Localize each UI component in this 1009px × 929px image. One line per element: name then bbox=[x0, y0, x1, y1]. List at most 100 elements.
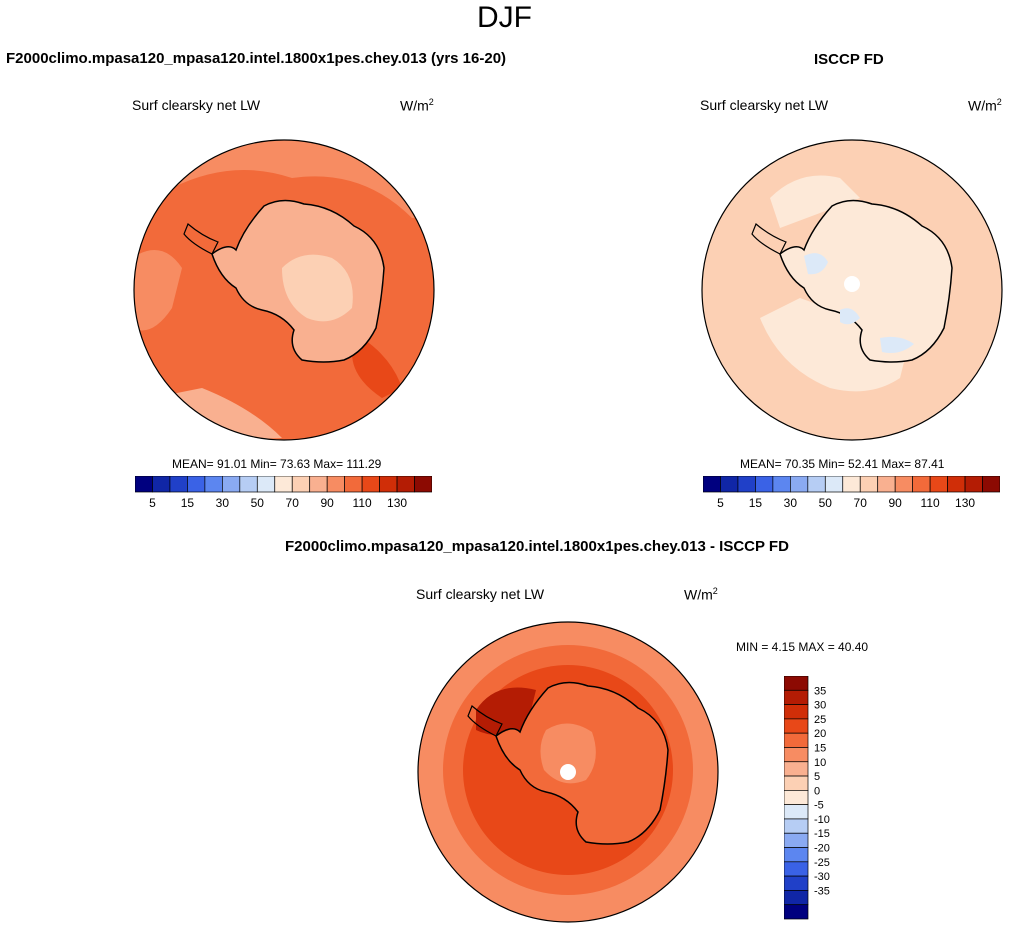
colorbar-model-tick-4: 70 bbox=[286, 496, 300, 510]
colorbar-model-swatch-12 bbox=[344, 476, 363, 493]
colorbar-diff-swatch-15 bbox=[784, 890, 809, 906]
colorbar-obs-swatch-7 bbox=[824, 476, 844, 493]
variable-label-diff: Surf clearsky net LW bbox=[416, 586, 545, 602]
colorbar-model-swatch-6 bbox=[239, 476, 258, 493]
colorbar-diff-swatch-8 bbox=[784, 790, 809, 805]
colorbar-diff: 35 30 25 20 15 10 5 0 -5 -10 -15 -20 -25 -30 -35 bbox=[784, 676, 830, 920]
units-label-model: W/m2 bbox=[400, 97, 434, 114]
panel-title-diff: F2000climo.mpasa120_mpasa120.intel.1800x… bbox=[285, 538, 789, 555]
colorbar-model-swatch-2 bbox=[169, 476, 188, 493]
colorbar-diff-swatch-10 bbox=[784, 818, 809, 834]
units-label-diff: W/m2 bbox=[684, 586, 718, 603]
colorbar-diff-tick-10: -15 bbox=[814, 828, 830, 840]
colorbar-obs-tick-1: 15 bbox=[749, 496, 763, 510]
variable-label-obs: Surf clearsky net LW bbox=[700, 97, 829, 113]
colorbar-diff-swatch-2 bbox=[784, 704, 809, 720]
colorbar-model-swatch-10 bbox=[309, 476, 328, 493]
peninsula-diff bbox=[467, 704, 503, 737]
colorbar-diff-tick-5: 10 bbox=[814, 757, 826, 769]
colorbar-diff-swatch-9 bbox=[784, 804, 809, 820]
colorbar-model-swatch-16 bbox=[414, 476, 432, 493]
colorbar-obs-tick-0: 5 bbox=[717, 496, 724, 510]
colorbar-model-tick-7: 130 bbox=[387, 496, 407, 510]
colorbar-diff-swatch-13 bbox=[784, 861, 809, 877]
colorbar-obs-swatch-3 bbox=[755, 476, 774, 493]
colorbar-obs-swatch-10 bbox=[877, 476, 896, 493]
colorbar-diff-tick-12: -25 bbox=[814, 857, 830, 869]
colorbar-model-tick-0: 5 bbox=[149, 496, 156, 510]
colorbar-obs-tick-5: 90 bbox=[888, 496, 902, 510]
colorbar-diff-tick-14: -35 bbox=[814, 885, 830, 897]
colorbar-obs-swatch-16 bbox=[982, 476, 1000, 493]
colorbar-diff-tick-2: 25 bbox=[814, 714, 826, 726]
colorbar-model-swatch-7 bbox=[256, 476, 276, 493]
polar-map-diff bbox=[417, 621, 719, 923]
colorbar-obs-swatch-9 bbox=[859, 476, 879, 493]
colorbar-model-swatch-14 bbox=[379, 476, 398, 493]
colorbar-obs-swatch-11 bbox=[894, 476, 913, 493]
colorbar-obs-swatch-12 bbox=[912, 476, 931, 493]
stats-model: MEAN= 91.01 Min= 73.63 Max= 111.29 bbox=[172, 457, 382, 471]
interior-contour-diff bbox=[540, 723, 596, 784]
colorbar-model-tick-1: 15 bbox=[181, 496, 195, 510]
contour-peak-diff bbox=[476, 687, 536, 735]
colorbar-obs-swatch-5 bbox=[790, 476, 809, 493]
colorbar-diff-swatch-16 bbox=[784, 904, 809, 920]
peninsula-model bbox=[183, 222, 219, 255]
colorbar-diff-tick-0: 35 bbox=[814, 685, 826, 697]
stats-obs: MEAN= 70.35 Min= 52.41 Max= 87.41 bbox=[740, 457, 945, 471]
colorbar-diff-tick-7: 0 bbox=[814, 785, 820, 797]
colorbar-obs-swatch-4 bbox=[772, 476, 791, 493]
colorbar-model-swatch-0 bbox=[135, 476, 153, 493]
colorbar-obs-tick-3: 50 bbox=[819, 496, 833, 510]
colorbar-obs-swatch-14 bbox=[947, 476, 966, 493]
contour-west-model bbox=[134, 250, 182, 331]
colorbar-obs-swatch-13 bbox=[929, 476, 948, 493]
colorbar-abs-obs: 5 15 30 50 70 90 110 130 bbox=[703, 476, 1000, 510]
colorbar-diff-swatch-1 bbox=[784, 689, 809, 705]
colorbar-diff-tick-1: 30 bbox=[814, 700, 826, 712]
colorbar-obs-tick-6: 110 bbox=[921, 496, 940, 510]
colorbar-diff-tick-4: 15 bbox=[814, 742, 826, 754]
colorbar-diff-swatch-6 bbox=[784, 761, 809, 777]
colorbar-diff-swatch-12 bbox=[784, 847, 809, 863]
colorbar-model-tick-6: 110 bbox=[353, 496, 372, 510]
cool-patch-2-obs bbox=[880, 336, 914, 353]
pole-hole-obs bbox=[844, 276, 860, 292]
colorbar-obs-tick-7: 130 bbox=[955, 496, 975, 510]
colorbar-model-tick-2: 30 bbox=[216, 496, 230, 510]
minmax-diff: MIN = 4.15 MAX = 40.40 bbox=[736, 640, 869, 654]
units-label-obs: W/m2 bbox=[968, 97, 1002, 114]
colorbar-obs-tick-2: 30 bbox=[784, 496, 798, 510]
pole-hole-diff bbox=[560, 764, 576, 780]
variable-label-model: Surf clearsky net LW bbox=[132, 97, 261, 113]
colorbar-model-swatch-1 bbox=[152, 476, 171, 493]
colorbar-obs-swatch-0 bbox=[703, 476, 721, 493]
colorbar-diff-swatch-7 bbox=[784, 775, 809, 791]
colorbar-model-swatch-9 bbox=[291, 476, 311, 493]
polar-map-obs bbox=[701, 139, 1003, 441]
colorbar-obs-swatch-8 bbox=[842, 476, 861, 493]
colorbar-model-tick-3: 50 bbox=[251, 496, 265, 510]
colorbar-model-swatch-13 bbox=[361, 476, 380, 493]
colorbar-obs-swatch-6 bbox=[807, 476, 826, 493]
colorbar-diff-swatch-5 bbox=[784, 747, 809, 763]
season-title: DJF bbox=[477, 1, 532, 34]
colorbar-obs-swatch-1 bbox=[720, 476, 739, 493]
polar-map-model bbox=[133, 139, 435, 441]
colorbar-diff-swatch-14 bbox=[784, 875, 809, 891]
colorbar-model-tick-5: 90 bbox=[320, 496, 334, 510]
colorbar-diff-swatch-3 bbox=[784, 718, 809, 734]
peninsula-obs bbox=[751, 222, 787, 255]
colorbar-obs-swatch-15 bbox=[964, 476, 983, 493]
colorbar-diff-tick-3: 20 bbox=[814, 728, 826, 740]
colorbar-obs-tick-4: 70 bbox=[854, 496, 868, 510]
colorbar-model-swatch-5 bbox=[222, 476, 241, 493]
cool-patch-3-obs bbox=[840, 308, 860, 325]
cool-patch-1-obs bbox=[804, 253, 828, 275]
colorbar-diff-tick-11: -20 bbox=[814, 843, 830, 855]
colorbar-model-swatch-15 bbox=[396, 476, 415, 493]
colorbar-diff-swatch-11 bbox=[784, 832, 809, 848]
colorbar-diff-tick-13: -30 bbox=[814, 871, 830, 883]
colorbar-diff-tick-9: -10 bbox=[814, 814, 830, 826]
